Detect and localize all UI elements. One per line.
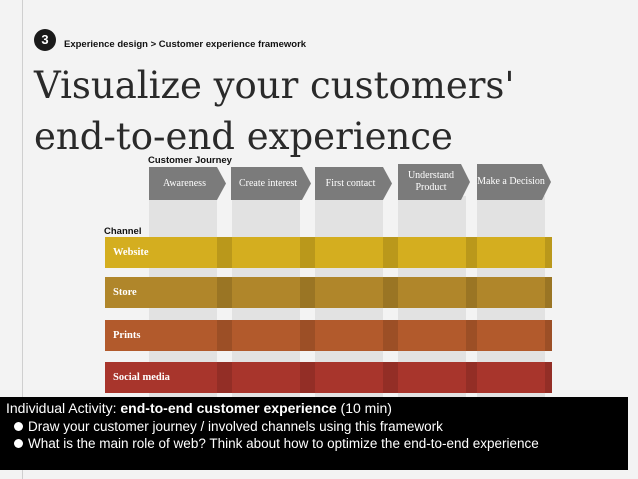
- bullet-dot-icon: [14, 422, 23, 431]
- channel-gap-segment: [466, 362, 477, 393]
- channel-gap-segment: [217, 277, 232, 308]
- customer-journey-label: Customer Journey: [148, 155, 232, 166]
- channel-label-social-media: Social media: [113, 372, 170, 383]
- stage-create-interest: Create interest: [231, 167, 311, 200]
- channel-gap-segment: [300, 362, 315, 393]
- title-line-2: end-to-end experience: [34, 115, 453, 158]
- stage-understand-product: Understand Product: [398, 164, 470, 200]
- activity-title: Individual Activity: end-to-end customer…: [6, 400, 628, 417]
- channel-band-store: Store: [105, 277, 552, 308]
- stage-awareness: Awareness: [149, 167, 226, 200]
- stage-first-contact: First contact: [315, 167, 392, 200]
- slide-title: Visualize your customers' end-to-end exp…: [34, 60, 624, 162]
- channel-gap-segment: [300, 237, 315, 268]
- bullet-dot-icon: [14, 439, 23, 448]
- list-item: What is the main role of web? Think abou…: [6, 435, 628, 452]
- channel-gap-segment: [466, 277, 477, 308]
- margin-line: [22, 0, 23, 479]
- channel-gap-segment: [383, 320, 398, 351]
- bullet-text: What is the main role of web? Think abou…: [28, 436, 539, 451]
- bullet-text: Draw your customer journey / involved ch…: [28, 419, 443, 434]
- breadcrumb: Experience design > Customer experience …: [64, 39, 307, 50]
- activity-bullets: Draw your customer journey / involved ch…: [6, 418, 628, 452]
- channel-gap-segment: [383, 237, 398, 268]
- activity-duration: (10 min): [336, 400, 392, 416]
- slide-number-badge: 3: [34, 29, 56, 51]
- channel-gap-segment: [545, 320, 552, 351]
- stage-make-decision: Make a Decision: [477, 164, 551, 200]
- channel-gap-segment: [383, 362, 398, 393]
- channel-gap-segment: [545, 237, 552, 268]
- activity-box: Individual Activity: end-to-end customer…: [0, 397, 628, 470]
- channel-label-prints: Prints: [113, 330, 141, 341]
- channel-gap-segment: [217, 320, 232, 351]
- channel-label: Channel: [104, 226, 142, 237]
- activity-prefix: Individual Activity:: [6, 400, 121, 416]
- channel-gap-segment: [300, 277, 315, 308]
- channel-gap-segment: [383, 277, 398, 308]
- channel-band-website: Website: [105, 237, 552, 268]
- channel-band-social-media: Social media: [105, 362, 552, 393]
- channel-gap-segment: [217, 237, 232, 268]
- channel-gap-segment: [545, 362, 552, 393]
- title-line-1: Visualize your customers': [34, 64, 515, 107]
- channel-gap-segment: [545, 277, 552, 308]
- channel-label-store: Store: [113, 287, 137, 298]
- channel-gap-segment: [217, 362, 232, 393]
- channel-band-prints: Prints: [105, 320, 552, 351]
- list-item: Draw your customer journey / involved ch…: [6, 418, 628, 435]
- channel-gap-segment: [300, 320, 315, 351]
- channel-gap-segment: [466, 237, 477, 268]
- activity-name: end-to-end customer experience: [120, 400, 337, 416]
- channel-label-website: Website: [113, 247, 149, 258]
- channel-gap-segment: [466, 320, 477, 351]
